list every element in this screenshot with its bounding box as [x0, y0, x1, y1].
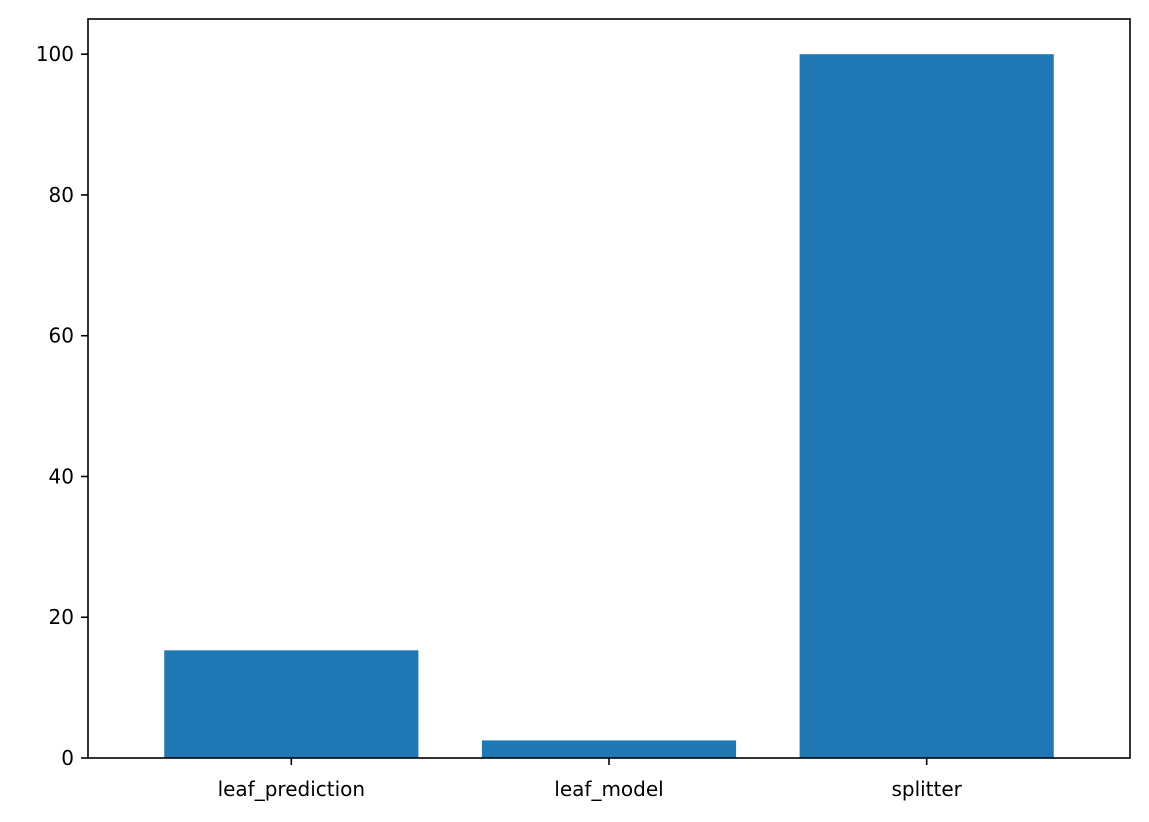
y-tick-label: 40 — [49, 464, 74, 488]
y-axis-ticks: 0 20 40 60 80 100 — [36, 42, 88, 770]
y-tick-label: 80 — [49, 183, 74, 207]
x-tick-label: leaf_prediction — [218, 777, 366, 801]
bar-leaf-prediction — [164, 650, 419, 758]
y-tick-label: 60 — [49, 324, 74, 348]
bar-leaf-model — [481, 740, 737, 758]
x-tick-label: leaf_model — [554, 777, 663, 801]
y-tick-label: 20 — [49, 605, 74, 629]
x-axis-ticks: leaf_prediction leaf_model splitter — [218, 758, 963, 801]
bar-splitter — [799, 54, 1054, 758]
plot-frame — [87, 18, 1131, 759]
y-tick-label: 100 — [36, 42, 74, 66]
x-tick-label: splitter — [891, 777, 962, 801]
bars-group — [164, 54, 1054, 758]
y-tick-label: 0 — [61, 746, 74, 770]
